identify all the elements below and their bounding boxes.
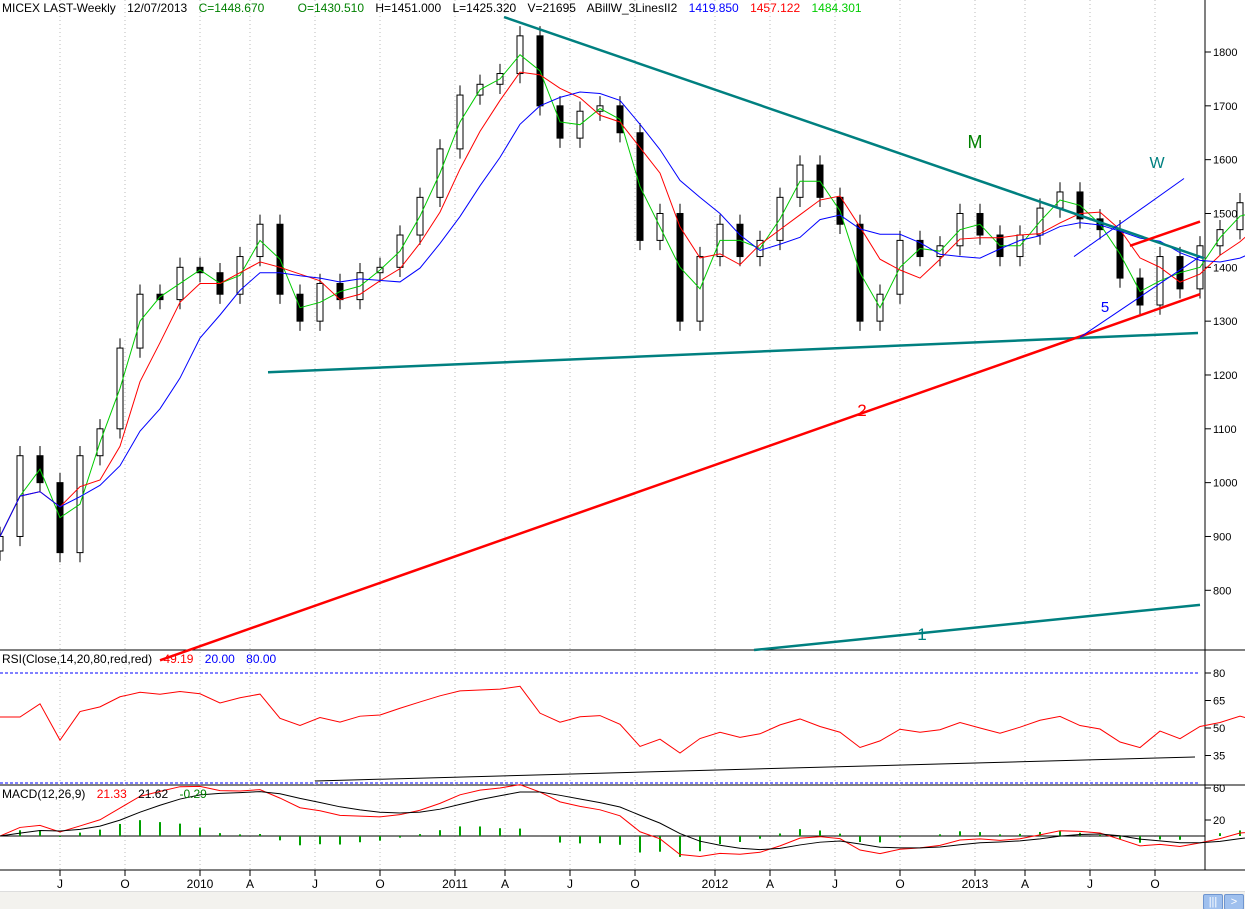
x-tick-label: A	[766, 877, 774, 891]
x-tick-label: J	[312, 877, 318, 891]
y-tick-label: 900	[1213, 531, 1231, 543]
annotation-label: 5	[1101, 299, 1109, 316]
macd-tick-label: 20	[1213, 815, 1225, 827]
x-tick-label: O	[120, 877, 129, 891]
ma3-value: 1484.301	[811, 1, 862, 15]
x-tick-label: A	[501, 877, 509, 891]
y-tick-label: 1000	[1213, 478, 1237, 490]
macd-hist: -0.29	[179, 787, 207, 801]
symbol: MICEX LAST-Weekly	[2, 1, 116, 15]
y-tick-label: 1400	[1213, 262, 1237, 274]
x-tick-label: O	[895, 877, 904, 891]
y-tick-label: 1700	[1213, 101, 1237, 113]
trendline-line-1	[753, 603, 1201, 652]
date: 12/07/2013	[127, 1, 188, 15]
annotation-label: 2	[857, 401, 866, 420]
trendline-line-2	[159, 293, 1201, 662]
y-tick-label: 1200	[1213, 370, 1237, 382]
x-tick-label: O	[375, 877, 384, 891]
indicator-name: ABillW_3LinesII2	[586, 1, 678, 15]
x-tick-label: A	[1021, 877, 1029, 891]
rsi-value: 49.19	[163, 652, 194, 666]
trendline-short-red	[1129, 220, 1201, 247]
x-tick-label: O	[1150, 877, 1159, 891]
macd-tick-label: 60	[1213, 783, 1225, 795]
trendline-downtrend	[503, 15, 1205, 260]
macd-signal: 21.62	[138, 787, 169, 801]
x-tick-label: 2011	[442, 877, 468, 891]
rsi-tick-label: 50	[1213, 723, 1225, 735]
rsi-trendline	[314, 756, 1196, 782]
rsi-tick-label: 80	[1213, 668, 1225, 680]
scroll-grip[interactable]: |||	[1203, 894, 1223, 909]
x-tick-label: 2012	[702, 877, 729, 891]
annotation-label: 1	[917, 625, 926, 644]
ma1-value: 1419.850	[688, 1, 739, 15]
x-tick-label: J	[567, 877, 573, 891]
x-tick-label: A	[246, 877, 254, 891]
x-tick-label: O	[630, 877, 639, 891]
rsi-line	[0, 685, 1245, 754]
trendline-support	[267, 331, 1199, 374]
candle-body	[0, 535, 4, 552]
macd-label: MACD(12,26,9)	[2, 787, 86, 801]
y-tick-label: 1500	[1213, 208, 1237, 220]
high-value: H=1451.000	[375, 1, 442, 15]
macd-header: MACD(12,26,9) 21.33 21.62 -0.29	[2, 787, 215, 801]
horizontal-scrollbar[interactable]: ||| >	[0, 891, 1245, 909]
close-value: C=1448.670	[198, 1, 265, 15]
x-tick-label: 2013	[962, 877, 989, 891]
rsi-high: 80.00	[246, 652, 277, 666]
y-tick-label: 1800	[1213, 47, 1237, 59]
macd-line	[0, 784, 1245, 857]
ma-fast-line	[0, 53, 1245, 537]
rsi-header: RSI(Close,14,20,80,red,red) 49.19 20.00 …	[2, 652, 284, 666]
price-header: MICEX LAST-Weekly 12/07/2013 C=1448.670 …	[2, 1, 870, 15]
x-tick-label: J	[57, 877, 63, 891]
rsi-tick-label: 35	[1213, 750, 1225, 762]
scroll-right-button[interactable]: >	[1224, 894, 1244, 909]
macd-signal-line	[0, 791, 1245, 851]
macd-value: 21.33	[96, 787, 127, 801]
annotation-label: W	[1149, 155, 1165, 172]
y-tick-label: 1300	[1213, 316, 1237, 328]
low-value: L=1425.320	[452, 1, 517, 15]
rsi-low: 20.00	[204, 652, 235, 666]
open-value: O=1430.510	[297, 1, 365, 15]
ma-mid-line	[0, 71, 1245, 537]
ma2-value: 1457.122	[750, 1, 801, 15]
y-tick-label: 1600	[1213, 155, 1237, 167]
trendline-channel-lower	[1079, 256, 1201, 338]
rsi-label: RSI(Close,14,20,80,red,red)	[2, 652, 153, 666]
annotation-label: M	[968, 132, 983, 152]
x-tick-label: 2010	[187, 877, 214, 891]
trendline-channel-upper	[1073, 178, 1185, 257]
x-tick-label: J	[832, 877, 838, 891]
x-tick-label: J	[1087, 877, 1093, 891]
volume-value: V=21695	[527, 1, 576, 15]
rsi-tick-label: 65	[1213, 695, 1225, 707]
y-tick-label: 1100	[1213, 424, 1237, 436]
ma-slow-line	[0, 91, 1245, 537]
y-tick-label: 800	[1213, 585, 1231, 597]
